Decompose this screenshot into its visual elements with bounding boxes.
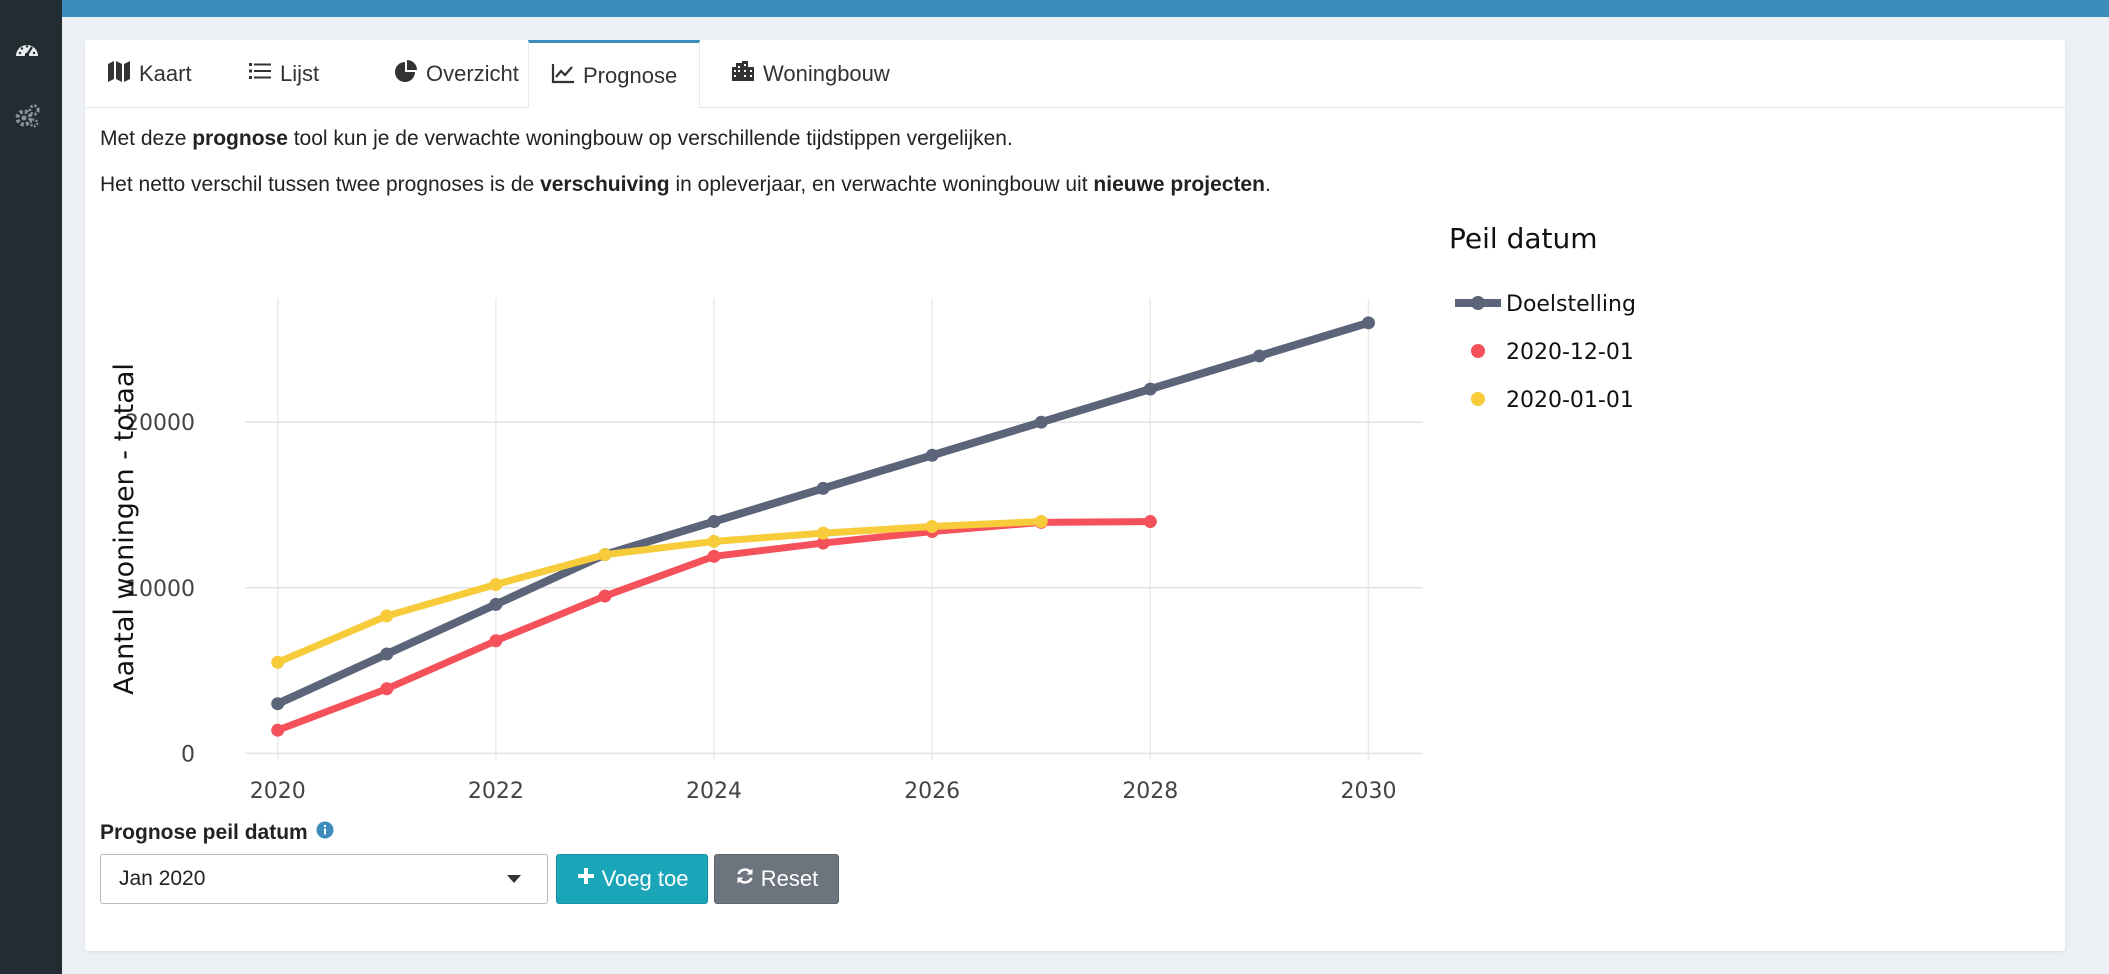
data-point	[1252, 349, 1266, 363]
intro-text: Het netto verschil tussen twee prognoses…	[100, 173, 541, 196]
data-point	[1034, 415, 1048, 429]
data-point	[380, 647, 394, 661]
tab-label: Woningbouw	[763, 60, 890, 86]
series-line	[274, 518, 1045, 666]
series-line	[273, 318, 1373, 708]
info-icon[interactable]	[316, 821, 334, 845]
data-point	[707, 534, 721, 548]
reset-button[interactable]: Reset	[714, 854, 839, 904]
data-point	[598, 589, 612, 603]
main-card: Kaart Lijst Overzicht Prognose Woningbou…	[85, 40, 2065, 951]
intro-text: tool kun je de verwachte woningbouw op v…	[287, 127, 1013, 150]
tab-bar: Kaart Lijst Overzicht Prognose Woningbou…	[85, 40, 2065, 108]
legend-label: 2020-12-01	[1506, 340, 1634, 365]
data-point	[380, 682, 394, 696]
top-header-bar	[0, 0, 2109, 17]
x-tick-label: 2024	[686, 779, 742, 804]
tab-kaart[interactable]: Kaart	[85, 40, 214, 107]
refresh-icon	[735, 866, 755, 892]
tab-lijst[interactable]: Lijst	[226, 40, 341, 107]
data-point	[925, 448, 939, 462]
data-point	[489, 597, 503, 611]
data-point	[816, 481, 830, 495]
map-icon	[107, 59, 131, 89]
y-tick-label: 0	[181, 742, 195, 767]
tab-woningbouw[interactable]: Woningbouw	[709, 40, 912, 107]
x-tick-label: 2030	[1340, 779, 1396, 804]
data-point	[707, 515, 721, 529]
tab-overzicht[interactable]: Overzicht	[372, 40, 541, 107]
x-tick-label: 2028	[1122, 779, 1178, 804]
data-point	[707, 549, 721, 563]
y-tick-label: 20000	[125, 411, 195, 436]
data-point	[271, 655, 285, 669]
prognose-chart: 20202022202420262028203001000020000Oplev…	[109, 222, 1636, 804]
x-tick-label: 2020	[250, 779, 306, 804]
y-axis-title: Aantal woningen - totaal	[109, 363, 140, 695]
data-point	[489, 634, 503, 648]
data-point	[1143, 515, 1157, 529]
pie-chart-icon	[394, 59, 418, 89]
intro-line-2: Het netto verschil tussen twee prognoses…	[100, 173, 1271, 197]
data-point	[271, 723, 285, 737]
data-point	[271, 697, 285, 711]
plus-icon	[576, 866, 596, 892]
data-point	[1034, 515, 1048, 529]
list-icon	[248, 59, 272, 89]
intro-line-1: Met deze prognose tool kun je de verwach…	[100, 127, 1013, 151]
dashboard-icon[interactable]	[13, 36, 41, 64]
legend-marker	[1471, 296, 1485, 310]
tab-label: Lijst	[280, 60, 320, 86]
cogs-icon[interactable]	[13, 102, 41, 130]
intro-bold: prognose	[192, 127, 288, 150]
intro-bold: nieuwe projecten	[1093, 173, 1265, 196]
data-point	[816, 526, 830, 540]
tab-prognose[interactable]: Prognose	[528, 40, 700, 108]
sidebar	[0, 0, 62, 974]
intro-text: in opleverjaar, en verwachte woningbouw …	[669, 173, 1094, 196]
form-label-text: Prognose peil datum	[100, 821, 308, 844]
data-point	[1361, 316, 1375, 330]
legend-label: 2020-01-01	[1506, 388, 1634, 413]
legend-marker	[1471, 392, 1485, 406]
intro-bold: verschuiving	[540, 173, 670, 196]
y-tick-label: 10000	[125, 577, 195, 602]
intro-text: Met deze	[100, 127, 193, 150]
voeg-toe-label: Voeg toe	[601, 866, 689, 891]
select-value: Jan 2020	[119, 867, 206, 890]
data-point	[380, 609, 394, 623]
tab-label: Overzicht	[426, 60, 519, 86]
x-tick-label: 2026	[904, 779, 960, 804]
data-point	[1143, 382, 1157, 396]
line-chart-icon	[551, 61, 575, 91]
chevron-down-icon	[507, 875, 521, 883]
legend-label: Doelstelling	[1506, 292, 1636, 317]
reset-label: Reset	[760, 866, 819, 891]
data-point	[816, 536, 830, 550]
peil-datum-select[interactable]: Jan 2020	[100, 854, 548, 904]
data-point	[925, 520, 939, 534]
prognose-peil-datum-label: Prognose peil datum	[100, 821, 334, 845]
tab-label: Prognose	[583, 62, 678, 88]
data-point	[598, 548, 612, 562]
voeg-toe-button[interactable]: Voeg toe	[556, 854, 708, 904]
intro-text: .	[1264, 173, 1271, 196]
legend-marker	[1471, 344, 1485, 358]
x-tick-label: 2022	[468, 779, 524, 804]
legend-title: Peil datum	[1449, 222, 1598, 255]
data-point	[489, 577, 503, 591]
tab-label: Kaart	[139, 60, 192, 86]
building-icon	[731, 59, 755, 89]
